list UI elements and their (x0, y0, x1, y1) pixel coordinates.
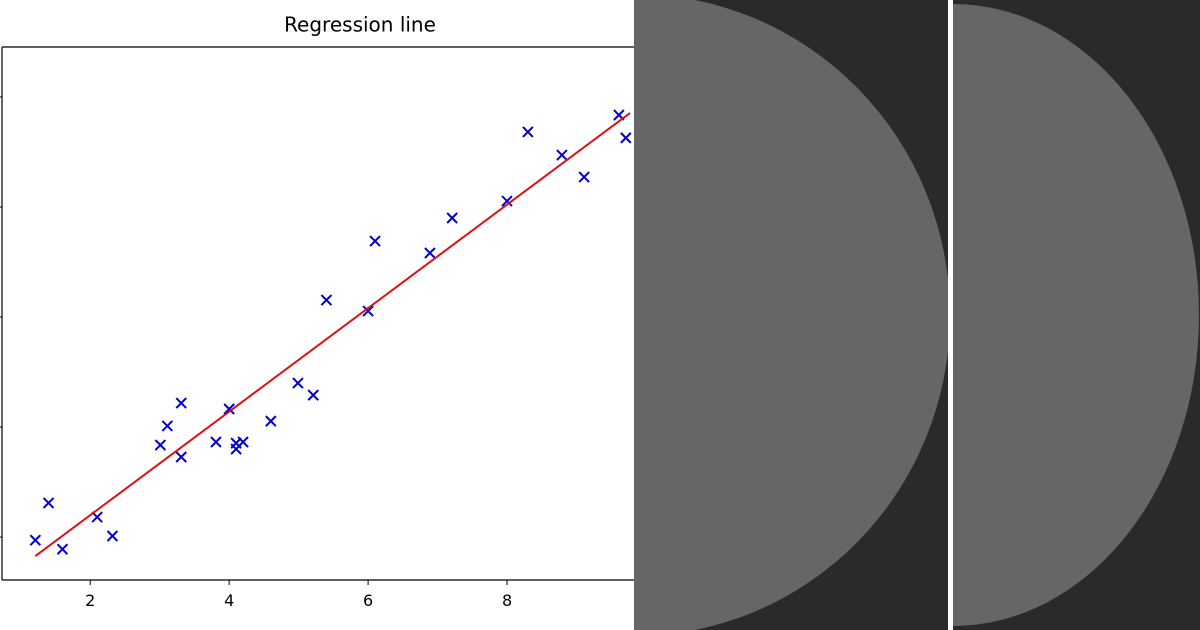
data-point (175, 451, 187, 463)
data-point (522, 126, 534, 138)
half-disc (634, 0, 948, 630)
data-point (320, 294, 333, 306)
x-tick-label: 2 (85, 591, 95, 610)
data-point (106, 530, 119, 542)
data-point (424, 247, 436, 259)
data-point (237, 436, 249, 448)
data-point (556, 149, 568, 161)
dark-panel (634, 0, 948, 630)
dark-panel (953, 0, 1200, 630)
chart: Regression line 2 4 6 8 (0, 13, 634, 610)
data-point (210, 436, 222, 448)
data-point (161, 420, 174, 432)
data-point (91, 511, 103, 523)
data-point (307, 389, 319, 401)
data-point (620, 132, 632, 144)
data-point (501, 195, 513, 207)
data-point (42, 497, 55, 509)
regression-line (34, 112, 631, 557)
x-tick-label: 6 (363, 591, 373, 610)
data-point (446, 212, 458, 224)
data-point (175, 397, 187, 409)
data-point (369, 235, 381, 247)
half-disc (953, 4, 1199, 626)
data-point (292, 377, 304, 389)
data-point (362, 305, 374, 317)
data-point (265, 415, 277, 427)
x-tick-label: 8 (502, 591, 512, 610)
data-point (56, 543, 69, 555)
data-point (223, 403, 235, 415)
data-point (578, 171, 590, 183)
data-point (29, 534, 42, 546)
x-tick-label: 4 (224, 591, 234, 610)
chart-title: Regression line (284, 13, 436, 37)
data-point (154, 439, 167, 451)
